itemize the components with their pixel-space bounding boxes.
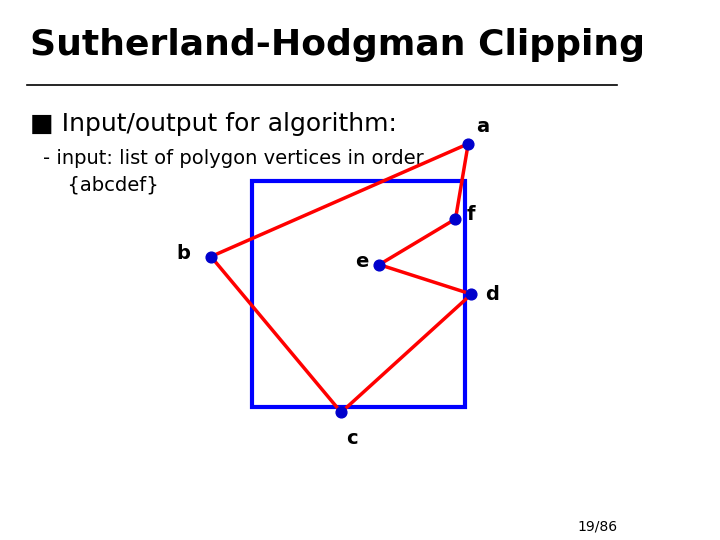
Text: ■ Input/output for algorithm:: ■ Input/output for algorithm:	[30, 112, 397, 136]
Text: a: a	[477, 117, 490, 136]
Text: d: d	[485, 285, 499, 303]
Point	[374, 260, 385, 269]
Point	[450, 214, 462, 223]
Text: {abcdef}: {abcdef}	[55, 176, 159, 195]
Point	[466, 290, 477, 299]
Text: Sutherland-Hodgman Clipping: Sutherland-Hodgman Clipping	[30, 28, 645, 62]
Bar	[252, 181, 465, 407]
Point	[205, 252, 217, 261]
Text: e: e	[355, 252, 369, 272]
Text: b: b	[176, 245, 190, 264]
Point	[462, 139, 474, 148]
Point	[336, 408, 347, 417]
Text: - input: list of polygon vertices in order: - input: list of polygon vertices in ord…	[42, 149, 423, 168]
Text: 19/86: 19/86	[577, 519, 618, 533]
Text: c: c	[346, 429, 358, 448]
Text: f: f	[467, 205, 475, 224]
